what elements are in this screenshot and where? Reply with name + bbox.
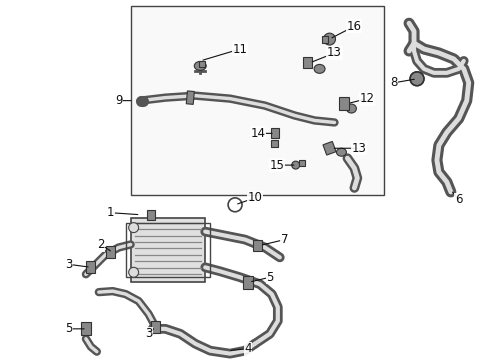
Bar [340,97,349,110]
Bar [81,323,91,335]
Text: 13: 13 [352,142,367,155]
Text: 8: 8 [391,76,398,89]
Bar [147,210,154,220]
Text: 2: 2 [97,238,104,251]
Bar [131,218,205,282]
Text: 3: 3 [145,327,152,340]
Bar [243,276,253,289]
Text: 6: 6 [455,193,463,206]
Text: 7: 7 [281,233,289,246]
Ellipse shape [195,62,206,70]
Bar [151,321,160,333]
Circle shape [129,223,139,233]
Bar [131,6,384,195]
Bar [323,141,336,155]
Bar [86,261,96,273]
Text: 13: 13 [327,46,342,59]
Bar [299,160,305,166]
Text: 9: 9 [115,94,122,107]
Text: 5: 5 [65,322,73,336]
Bar [253,239,263,251]
Bar [199,61,205,67]
Ellipse shape [314,64,325,73]
Ellipse shape [323,33,336,45]
Bar [271,129,279,138]
Text: 11: 11 [233,42,247,55]
Text: 16: 16 [347,20,362,33]
Text: 3: 3 [65,258,73,271]
Text: 12: 12 [360,92,375,105]
Bar [186,91,195,104]
Bar [303,58,312,68]
Text: 15: 15 [270,159,284,172]
Text: 14: 14 [250,127,266,140]
Ellipse shape [292,161,300,169]
Bar [321,36,327,42]
Text: 1: 1 [107,206,115,219]
Bar [271,140,278,147]
Ellipse shape [410,72,424,86]
Ellipse shape [337,148,346,156]
Bar [125,223,210,277]
Bar [106,247,115,258]
Text: 5: 5 [266,271,273,284]
Circle shape [129,267,139,277]
Ellipse shape [346,104,356,113]
Text: 10: 10 [247,192,262,204]
Text: 4: 4 [244,342,252,355]
